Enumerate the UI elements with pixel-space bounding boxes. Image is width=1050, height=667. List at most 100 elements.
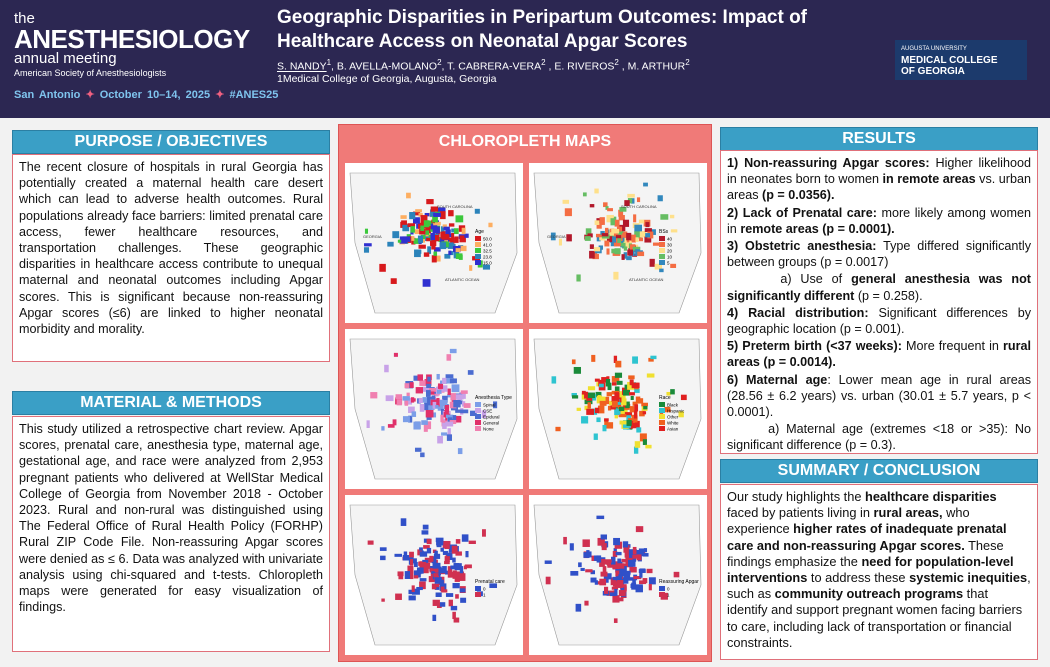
region [639,580,647,585]
region [366,420,370,428]
region [455,409,461,413]
region [439,242,447,250]
region [423,545,430,549]
region [434,585,440,590]
region [446,237,455,244]
region [629,392,635,396]
region [408,415,413,423]
purpose-text: The recent closure of hospitals in rural… [12,154,330,362]
region [430,228,435,232]
region [621,398,627,406]
region [426,547,432,554]
region [425,225,432,231]
region [427,376,431,382]
region [447,233,453,238]
region [423,220,430,228]
region [599,400,607,406]
region [445,593,454,597]
title: Geographic Disparities in Peripartum Out… [277,7,808,52]
region [573,366,581,374]
region [397,571,404,577]
region [584,600,589,606]
region [578,562,582,568]
legend-swatch [475,426,481,431]
text-run: a) Maternal age (extremes <18 or >35): N… [727,422,1035,453]
region [423,252,430,257]
region [603,576,609,583]
author-affil: 2 [437,58,442,67]
region [419,561,427,569]
section-heading: MATERIAL & METHODS [12,391,330,415]
region [434,550,438,557]
region [612,551,618,558]
region [599,558,605,567]
region [488,222,493,228]
region [455,415,462,423]
region [644,236,652,243]
region [624,412,633,417]
region [632,578,636,585]
region [649,258,655,267]
region [402,224,410,232]
region [482,264,491,270]
region [381,598,385,602]
region [594,378,600,382]
region [648,584,652,591]
region [580,567,585,571]
region [432,562,441,569]
region [627,381,635,390]
region [618,406,625,412]
region [564,208,572,217]
region [419,547,423,551]
region [673,571,680,578]
legend-label: 1 [667,593,670,598]
region [610,405,616,410]
region [435,537,444,543]
region [633,446,639,454]
region [634,224,643,232]
region [447,571,454,578]
region [599,396,606,403]
region [632,551,639,559]
region [616,580,624,588]
region [612,578,618,587]
region [422,397,430,403]
region [454,563,462,571]
region [404,399,409,406]
text-run: more likely among women in [727,205,1035,236]
region [381,426,385,431]
region [427,396,434,405]
region [448,250,452,255]
region [604,573,612,580]
text-run: remote areas [740,221,819,236]
region [444,405,450,413]
region [451,233,455,240]
region [413,575,419,579]
result-item: 4) Racial distribution: Significant diff… [727,305,1031,337]
results-list: 1) Non-reassuring Apgar scores: Higher l… [720,150,1038,454]
region [422,386,430,392]
region [637,251,645,257]
region [424,212,430,217]
region [616,226,623,232]
legend-title: Anesthesia Type [475,395,512,401]
region [545,576,551,585]
region [613,271,619,280]
region [379,263,386,272]
region [604,559,612,563]
legend-swatch [659,592,665,597]
region [440,579,444,587]
region [592,254,599,260]
region [414,229,422,235]
region [645,444,652,449]
region [623,237,627,243]
event-city: San Antonio [14,89,81,101]
region [612,595,620,603]
map-label: GEORGIA [363,234,382,239]
region [625,556,633,563]
region [402,555,410,561]
region [440,547,444,552]
text-run: (p = 0.0001). [822,221,895,236]
legend-label: 40 [667,237,673,242]
region [447,428,451,436]
